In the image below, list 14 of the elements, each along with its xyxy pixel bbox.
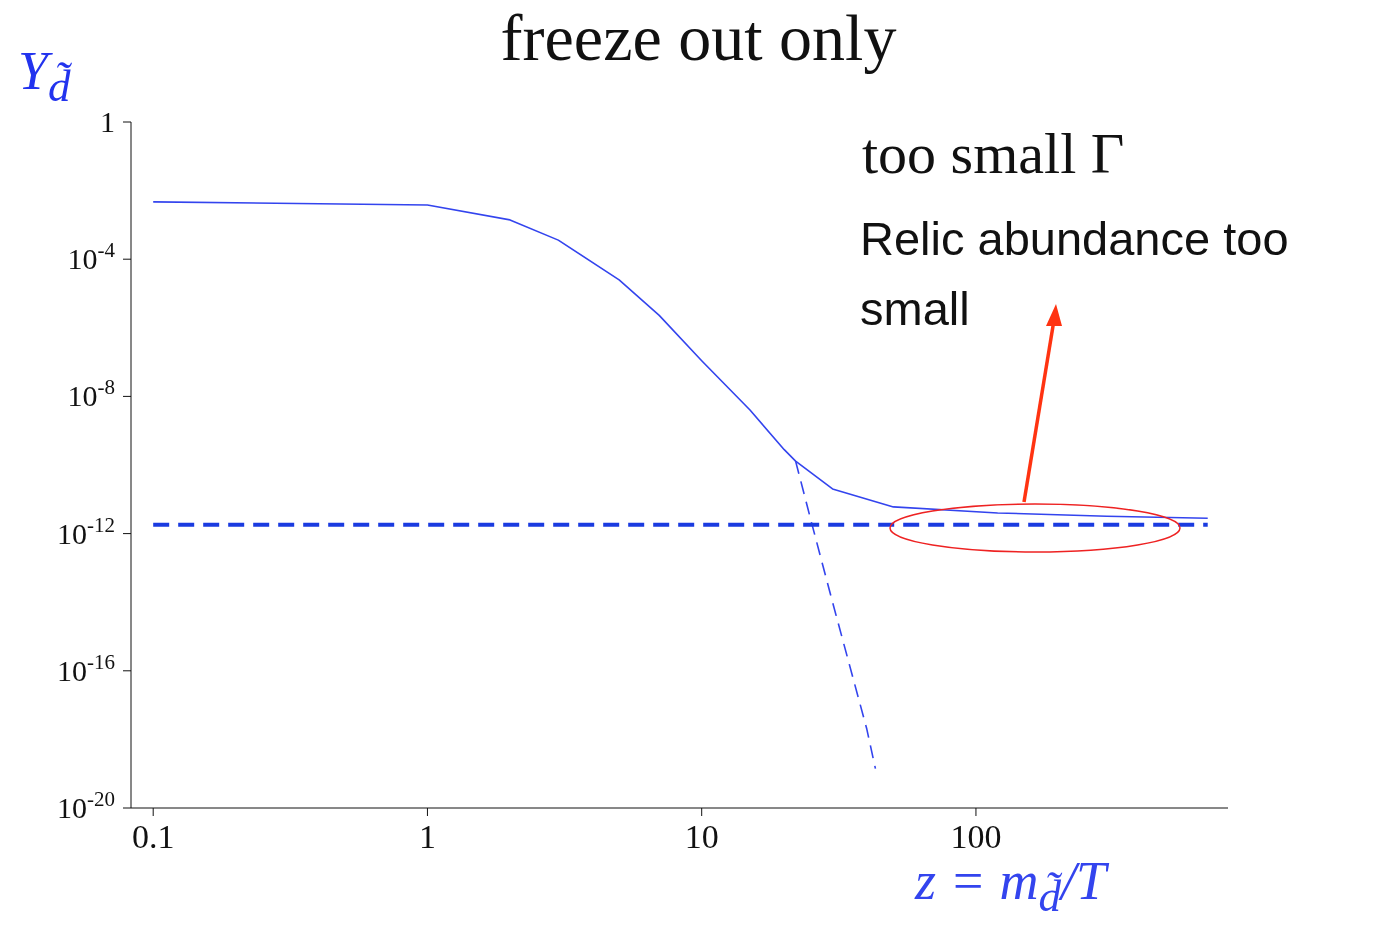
x-tick-label: 10	[684, 818, 719, 855]
chart-title: freeze out only	[500, 1, 897, 74]
y-tick-label: 10$^{-8}$	[67, 375, 115, 413]
x-tick-label: 1	[418, 818, 436, 855]
annotation: Relic abundance too small	[860, 211, 1290, 337]
x-tick-label: 0.1	[131, 818, 175, 855]
x-tick-label: 100	[950, 818, 1002, 855]
y-axis-title: Y$_{d̃}$	[18, 40, 71, 112]
y-tick-label: 10$^{-12}$	[57, 512, 115, 550]
y-tick-label: 10$^{-16}$	[57, 649, 115, 687]
y-tick-label: 10$^{-4}$	[67, 238, 116, 276]
y-tick-label: 10$^{-20}$	[57, 787, 115, 824]
y-tick-label: 1	[100, 105, 115, 138]
annotation: too small Γ	[862, 120, 1125, 187]
